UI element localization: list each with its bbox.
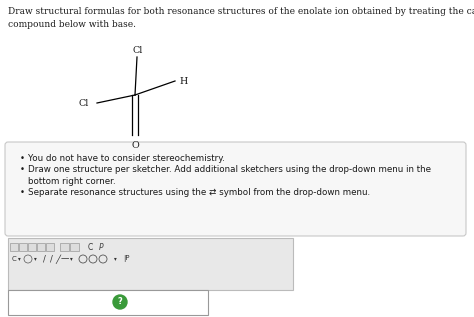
- Text: ╱: ╱: [55, 254, 61, 264]
- Text: |P: |P: [123, 256, 129, 262]
- Bar: [70, 243, 79, 251]
- Bar: [46, 243, 54, 251]
- Text: compound below with base.: compound below with base.: [8, 20, 136, 29]
- Text: •: •: [20, 165, 25, 174]
- Bar: [28, 243, 36, 251]
- FancyBboxPatch shape: [5, 142, 466, 236]
- Text: Draw one structure per sketcher. Add additional sketchers using the drop-down me: Draw one structure per sketcher. Add add…: [28, 165, 431, 174]
- Text: ▾: ▾: [34, 256, 36, 262]
- Text: bottom right corner.: bottom right corner.: [28, 177, 116, 186]
- Text: /: /: [43, 255, 46, 263]
- Text: ▾: ▾: [70, 256, 73, 262]
- Text: C: C: [12, 256, 17, 262]
- Text: Cl: Cl: [79, 99, 89, 107]
- Bar: [60, 243, 69, 251]
- Text: Cl: Cl: [133, 46, 143, 55]
- Text: •: •: [20, 154, 25, 163]
- Bar: [8, 290, 208, 315]
- Text: H: H: [180, 76, 188, 86]
- Text: ▾: ▾: [114, 256, 117, 262]
- Circle shape: [113, 295, 127, 309]
- Text: O: O: [131, 141, 139, 150]
- Text: ▾: ▾: [18, 256, 20, 262]
- Bar: [8, 238, 293, 290]
- Text: •: •: [20, 188, 25, 197]
- Bar: [37, 243, 45, 251]
- Text: Draw structural formulas for both resonance structures of the enolate ion obtain: Draw structural formulas for both resona…: [8, 7, 474, 16]
- Text: P: P: [99, 243, 103, 251]
- Bar: [10, 243, 18, 251]
- Text: C: C: [87, 243, 92, 251]
- Text: —: —: [61, 255, 69, 263]
- Bar: [19, 243, 27, 251]
- Text: /: /: [50, 255, 53, 263]
- Text: Separate resonance structures using the ⇄ symbol from the drop-down menu.: Separate resonance structures using the …: [28, 188, 370, 197]
- Text: ?: ?: [118, 297, 122, 307]
- Text: You do not have to consider stereochemistry.: You do not have to consider stereochemis…: [28, 154, 225, 163]
